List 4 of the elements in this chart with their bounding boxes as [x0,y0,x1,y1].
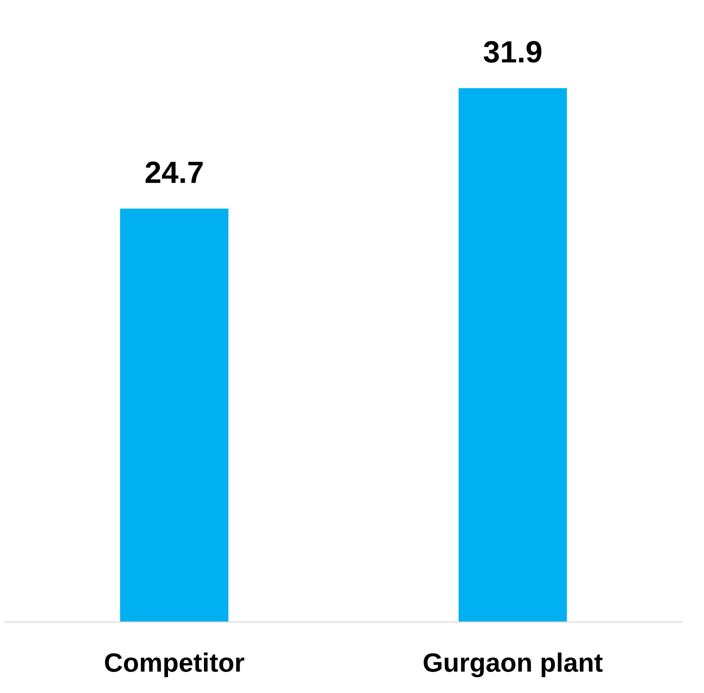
data-label: 24.7 [146,162,203,183]
x-tick-label: Competitor [104,652,244,678]
x-tick-label: Gurgaon plant [424,652,603,678]
data-label: 31.9 [484,41,542,63]
